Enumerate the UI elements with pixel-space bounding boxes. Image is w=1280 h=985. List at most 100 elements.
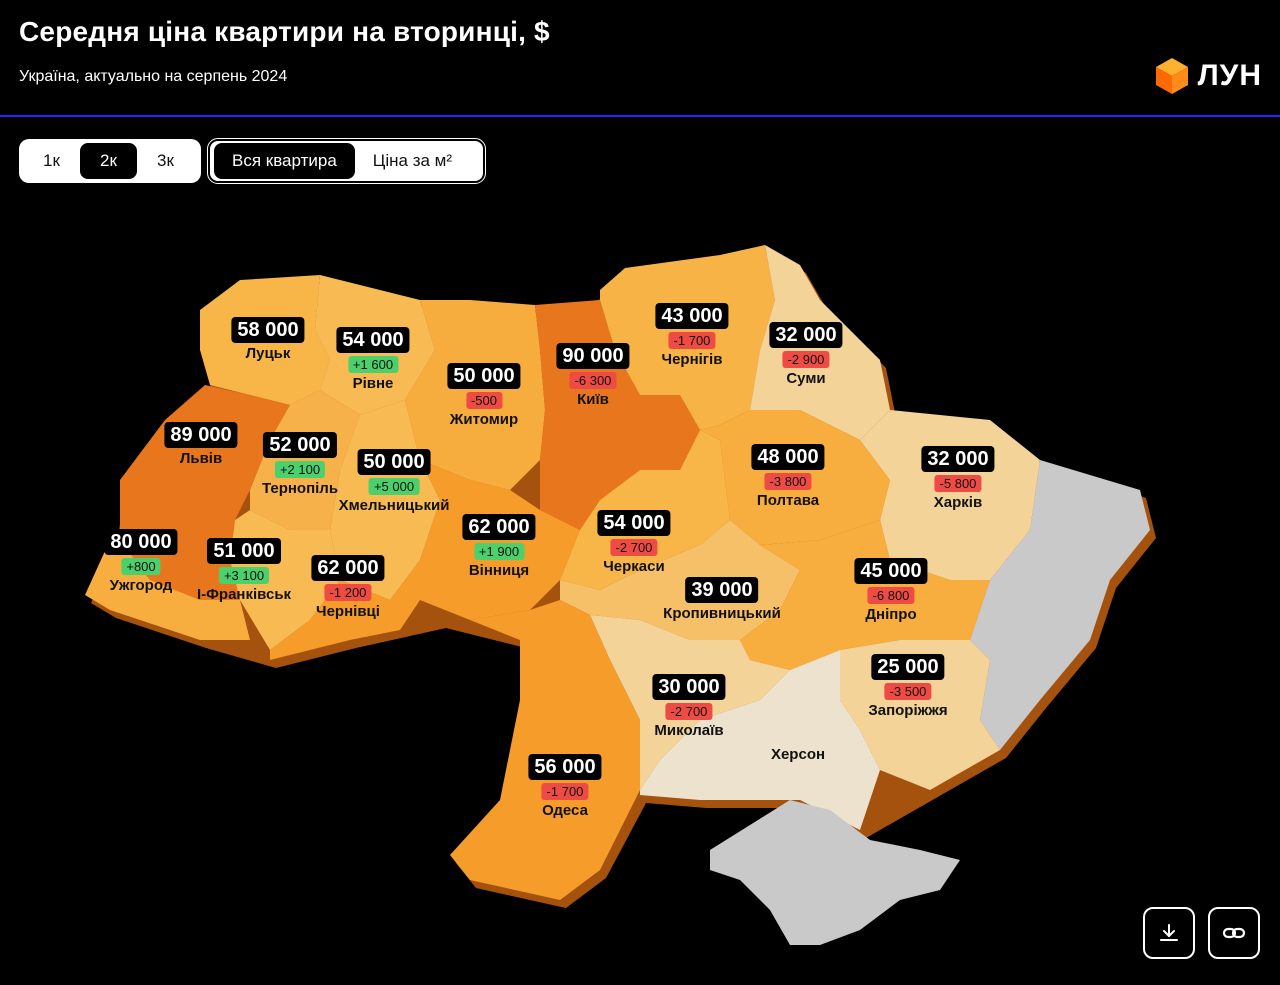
region-label-rivne[interactable]: 54 000 +1 600 Рівне	[336, 327, 410, 392]
region-kherson[interactable]	[640, 650, 880, 830]
price-value: 54 000	[597, 510, 671, 536]
city-name: Житомир	[449, 411, 519, 428]
logo-text: ЛУН	[1197, 59, 1262, 92]
city-name: Суми	[786, 370, 826, 387]
page-subtitle: Україна, актуально на серпень 2024	[19, 68, 288, 85]
city-name: Черкаси	[603, 558, 665, 575]
tab-price-per-m2[interactable]: Ціна за м²	[372, 151, 453, 170]
price-value: 32 000	[921, 446, 995, 472]
region-vinnytsia[interactable]	[390, 460, 580, 620]
region-label-kropyvnytskyi[interactable]: 39 000 Кропивницький	[663, 577, 781, 622]
price-change: -3 500	[884, 683, 932, 700]
region-label-poltava[interactable]: 48 000 -3 800 Полтава	[751, 444, 825, 509]
region-label-cherkasy[interactable]: 54 000 -2 700 Черкаси	[597, 510, 671, 575]
city-name: Дніпро	[865, 606, 917, 623]
ukraine-map	[0, 200, 1280, 980]
map-shapes	[85, 245, 1156, 945]
price-value: 80 000	[104, 529, 178, 555]
price-change: -5 800	[934, 475, 982, 492]
price-change: +1 600	[347, 356, 399, 373]
city-name: Херсон	[770, 746, 826, 763]
price-value: 56 000	[528, 754, 602, 780]
region-chernivtsi[interactable]	[270, 580, 420, 660]
price-change: -2 700	[665, 703, 713, 720]
price-change: -500	[465, 392, 503, 409]
region-label-uzhhorod[interactable]: 80 000 +800 Ужгород	[104, 529, 178, 594]
price-change: +5 000	[368, 478, 420, 495]
city-name: Запоріжжя	[868, 702, 948, 719]
city-name: Львів	[179, 450, 223, 467]
cube-logo-icon	[1155, 58, 1188, 94]
city-name: Луцьк	[245, 345, 291, 362]
price-value: 45 000	[854, 558, 928, 584]
tab-1k[interactable]: 1к	[43, 151, 60, 170]
price-change: -2 700	[610, 539, 658, 556]
region-label-zhytomyr[interactable]: 50 000 -500 Житомир	[447, 363, 521, 428]
region-label-kharkiv[interactable]: 32 000 -5 800 Харків	[921, 446, 995, 511]
region-label-dnipro[interactable]: 45 000 -6 800 Дніпро	[854, 558, 928, 623]
price-change: -3 800	[764, 473, 812, 490]
city-name: Кропивницький	[663, 605, 781, 622]
price-value: 89 000	[164, 422, 238, 448]
price-value: 25 000	[871, 654, 945, 680]
tab-3k[interactable]: 3к	[157, 151, 174, 170]
city-name: Харків	[933, 494, 983, 511]
region-label-lviv[interactable]: 89 000 Львів	[164, 422, 238, 467]
region-label-chernihiv[interactable]: 43 000 -1 700 Чернігів	[655, 303, 729, 368]
city-name: Ужгород	[109, 577, 173, 594]
region-label-mykolaiv[interactable]: 30 000 -2 700 Миколаїв	[652, 674, 726, 739]
header: Середня ціна квартири на вторинці, $ Укр…	[0, 0, 1280, 117]
city-name: Київ	[577, 391, 609, 408]
price-value: 39 000	[685, 577, 759, 603]
city-name: Одеса	[542, 802, 588, 819]
price-change: -6 300	[569, 372, 617, 389]
price-value: 48 000	[751, 444, 825, 470]
download-button[interactable]	[1143, 907, 1195, 959]
city-name: Чернівці	[316, 603, 380, 620]
region-label-kherson[interactable]: Херсон	[771, 744, 825, 763]
city-name: І-Франківськ	[196, 586, 292, 603]
region-label-chernivtsi[interactable]: 62 000 -1 200 Чернівці	[311, 555, 385, 620]
region-label-kyiv[interactable]: 90 000 -6 300 Київ	[556, 343, 630, 408]
region-label-vinnytsia[interactable]: 62 000 +1 900 Вінниця	[462, 514, 536, 579]
region-label-sumy[interactable]: 32 000 -2 900 Суми	[769, 322, 843, 387]
price-change: +2 100	[274, 461, 326, 478]
region-odesa[interactable]	[450, 600, 640, 900]
price-value: 54 000	[336, 327, 410, 353]
price-change: +1 900	[473, 543, 525, 560]
tab-whole-apartment[interactable]: Вся квартира	[214, 143, 355, 179]
price-change: -1 200	[324, 584, 372, 601]
city-name: Хмельницький	[338, 497, 450, 514]
region-label-khmelnytskyi[interactable]: 50 000 +5 000 Хмельницький	[338, 449, 450, 514]
city-name: Вінниця	[468, 562, 530, 579]
price-value: 51 000	[207, 538, 281, 564]
room-count-selector: 1к 2к 3к	[19, 139, 201, 183]
region-label-odesa[interactable]: 56 000 -1 700 Одеса	[528, 754, 602, 819]
region-label-ternopil[interactable]: 52 000 +2 100 Тернопіль	[262, 432, 338, 497]
share-link-button[interactable]	[1208, 907, 1260, 959]
region-label-ivano-frankivsk[interactable]: 51 000 +3 100 І-Франківськ	[194, 538, 294, 603]
price-value: 62 000	[462, 514, 536, 540]
region-kharkiv[interactable]	[860, 410, 1040, 580]
region-label-lutsk[interactable]: 58 000 Луцьк	[231, 317, 305, 362]
price-value: 32 000	[769, 322, 843, 348]
region-ternopil[interactable]	[250, 390, 360, 530]
price-change: -1 700	[541, 783, 589, 800]
region-donetsk-luhansk	[970, 460, 1150, 750]
lun-logo: ЛУН	[1154, 56, 1262, 96]
city-name: Чернігів	[661, 351, 723, 368]
price-value: 52 000	[263, 432, 337, 458]
region-dnipro[interactable]	[740, 520, 990, 670]
tab-2k[interactable]: 2к	[80, 143, 137, 179]
region-crimea	[710, 800, 960, 945]
city-name: Рівне	[352, 375, 394, 392]
region-label-zaporizhzhia[interactable]: 25 000 -3 500 Запоріжжя	[868, 654, 948, 719]
price-value: 50 000	[447, 363, 521, 389]
region-kropyvnytskyi[interactable]	[560, 520, 800, 640]
link-icon	[1222, 927, 1246, 939]
price-value: 50 000	[357, 449, 431, 475]
price-value: 58 000	[231, 317, 305, 343]
price-change: -1 700	[668, 332, 716, 349]
city-name: Полтава	[756, 492, 820, 509]
download-icon	[1160, 924, 1178, 941]
